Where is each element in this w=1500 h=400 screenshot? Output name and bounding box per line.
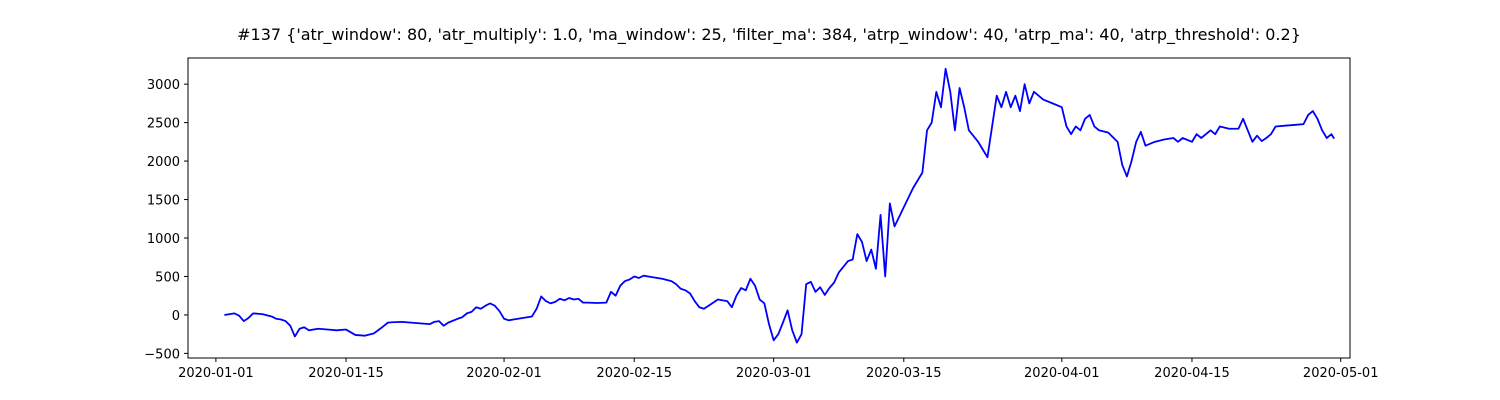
chart-title: #137 {'atr_window': 80, 'atr_multiply': … <box>237 25 1301 45</box>
x-axis: 2020-01-01 2020-01-15 2020-02-01 2020-02-15… <box>178 358 1378 381</box>
x-tick-label: 2020-05-01 <box>1303 366 1379 381</box>
y-axis: −500 0 500 1000 1500 2000 2500 3000 <box>144 78 188 362</box>
series-line-0 <box>224 67 1335 344</box>
plot-area <box>187 57 1351 359</box>
x-tick-label: 2020-01-15 <box>308 366 384 381</box>
y-tick-label: 2500 <box>147 117 180 132</box>
x-tick-label: 2020-02-15 <box>596 366 672 381</box>
x-tick-label: 2020-01-01 <box>178 366 254 381</box>
x-tick-label: 2020-02-01 <box>466 366 542 381</box>
x-tick-label: 2020-04-15 <box>1154 366 1230 381</box>
x-tick-label: 2020-04-01 <box>1024 366 1100 381</box>
y-tick-label: 500 <box>155 270 180 285</box>
y-tick-label: 2000 <box>147 155 180 170</box>
x-tick-label: 2020-03-01 <box>736 366 812 381</box>
y-tick-label: 3000 <box>147 78 180 93</box>
plot-frame <box>187 57 1351 359</box>
y-tick-label: 0 <box>172 309 180 324</box>
x-tick-label: 2020-03-15 <box>866 366 942 381</box>
y-tick-label: 1000 <box>147 232 180 247</box>
y-tick-label: −500 <box>144 347 180 362</box>
y-tick-label: 1500 <box>147 194 180 209</box>
